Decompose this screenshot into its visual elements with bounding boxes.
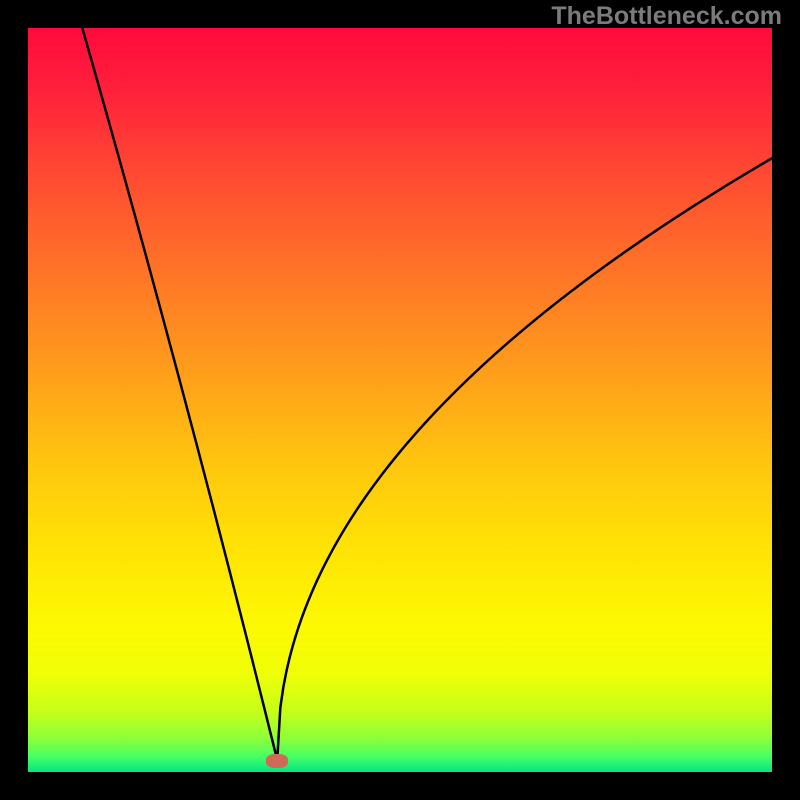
watermark-text: TheBottleneck.com	[551, 2, 782, 31]
valley-marker	[266, 754, 288, 768]
plot-background	[28, 28, 772, 772]
plot-svg	[28, 28, 772, 772]
